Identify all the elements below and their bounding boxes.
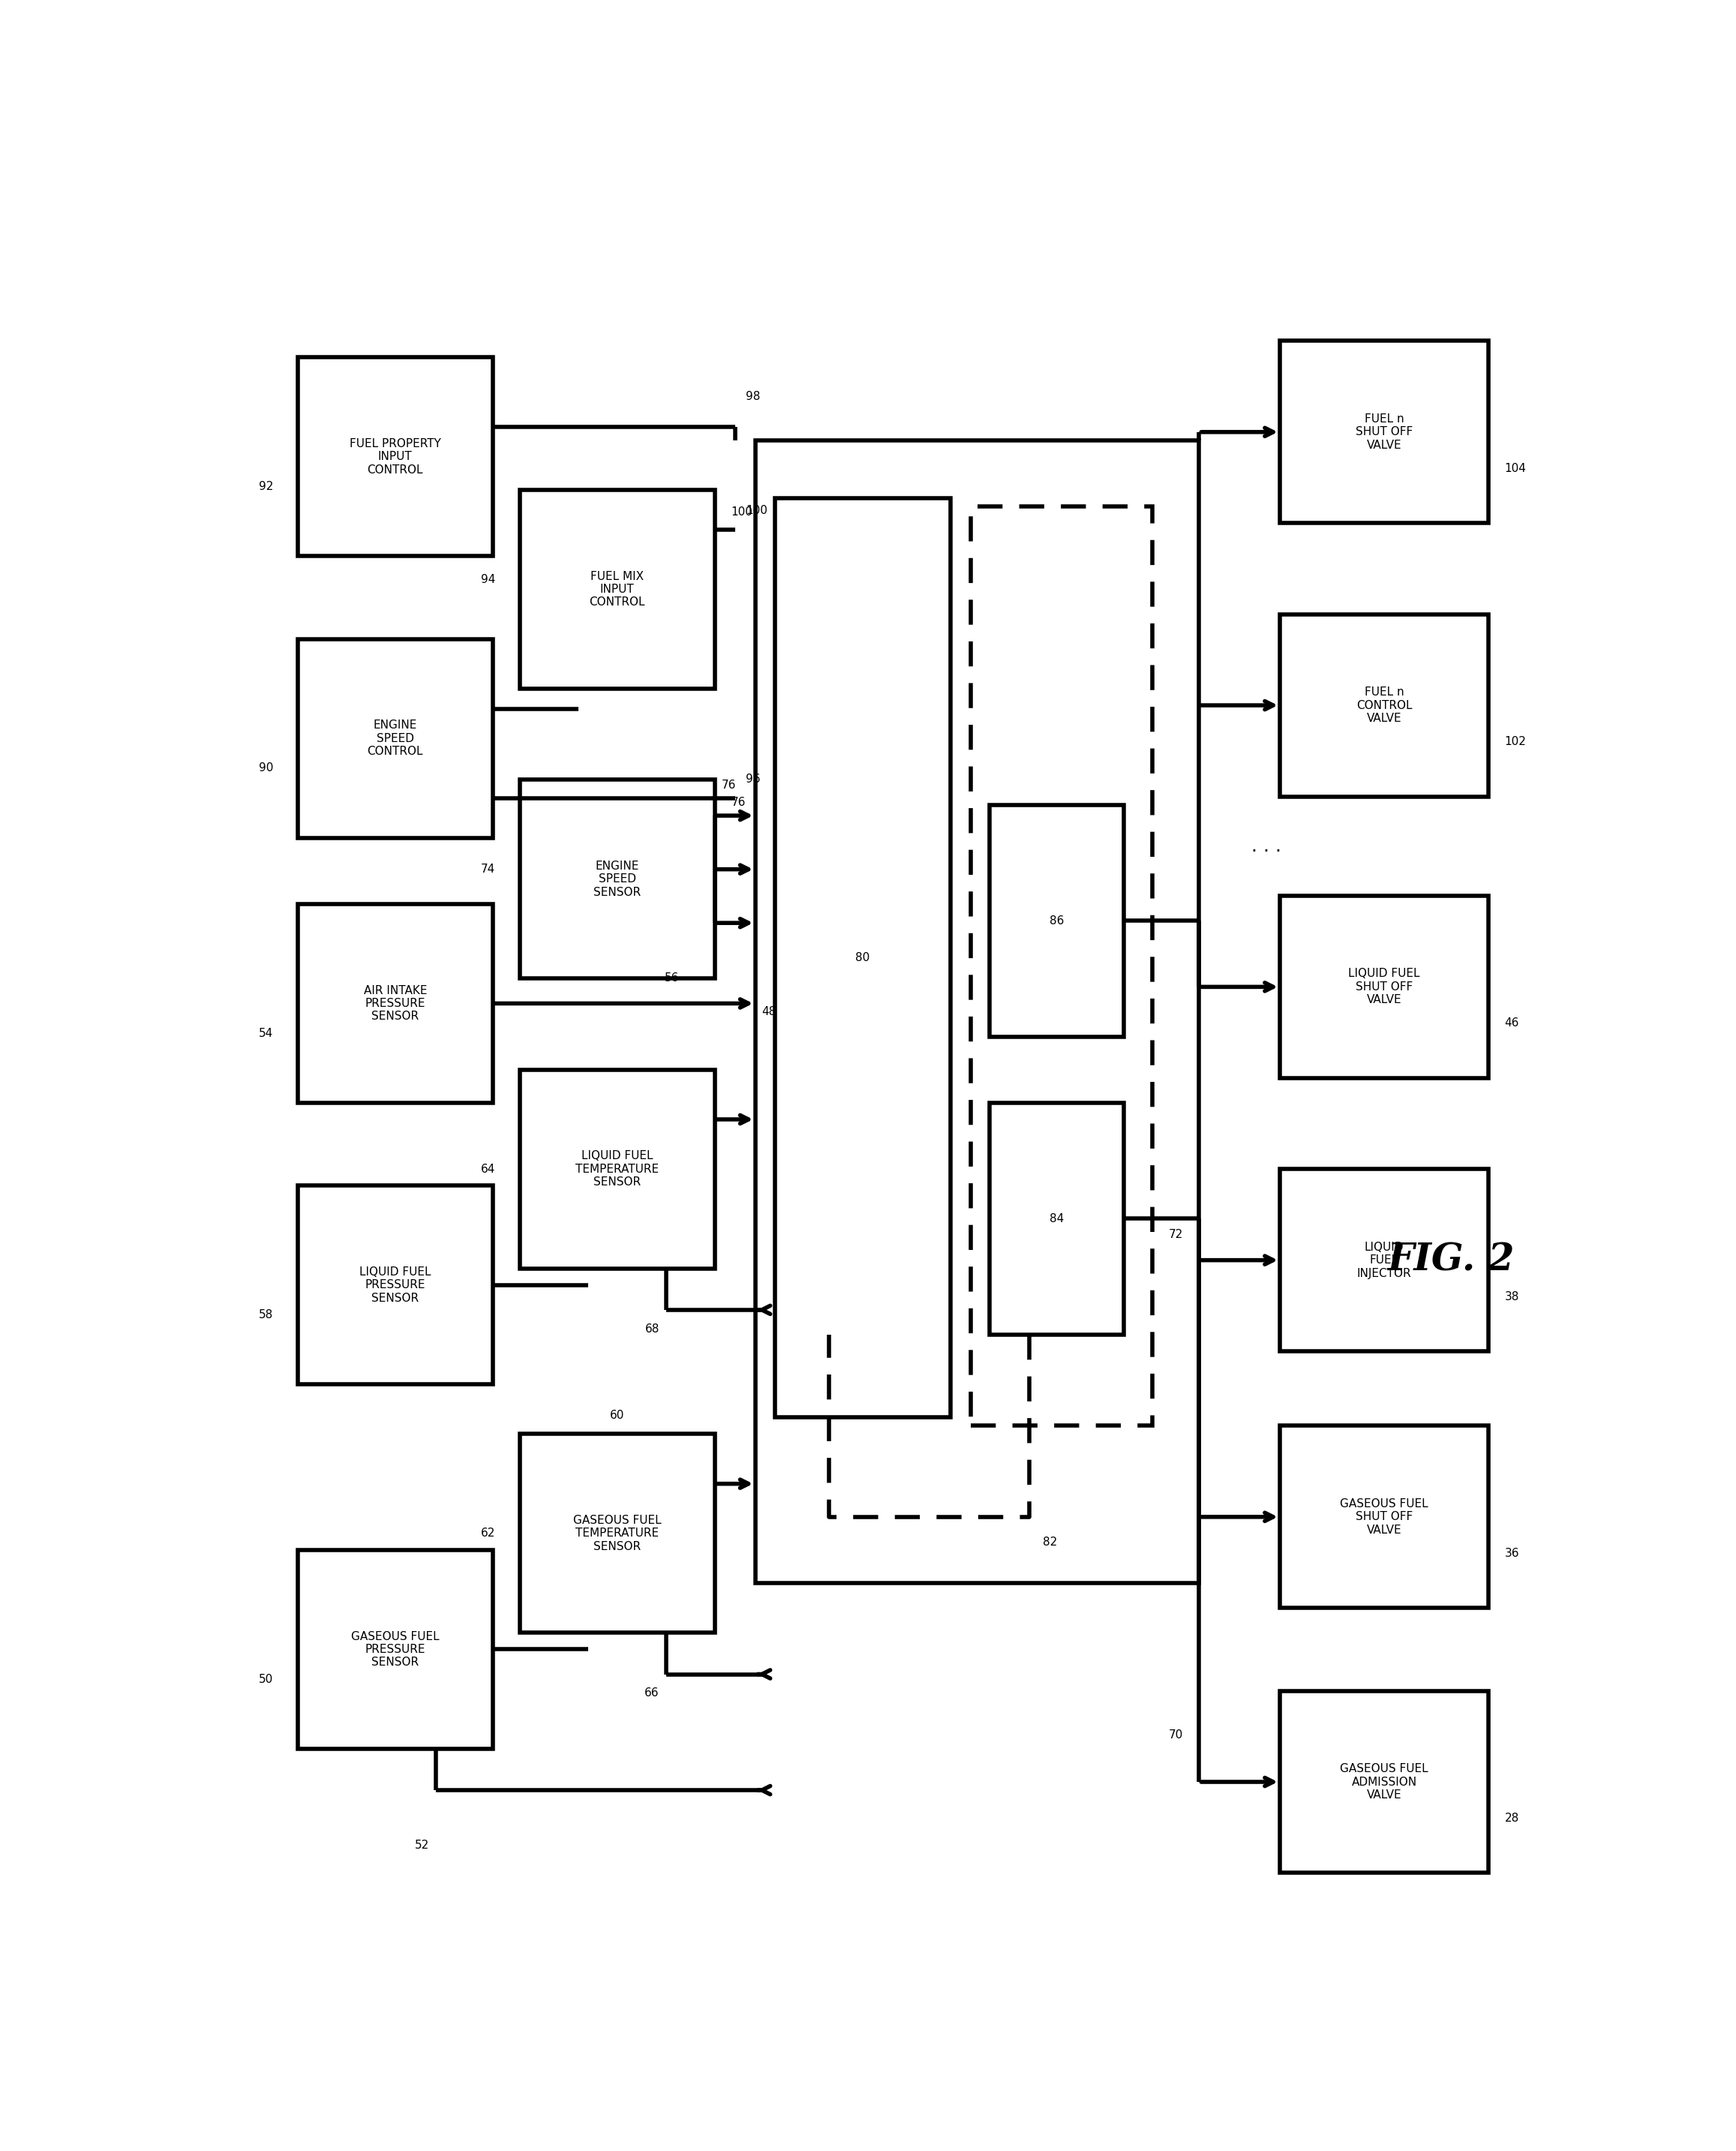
- Text: 104: 104: [1505, 462, 1526, 473]
- Bar: [1279, 1168, 1488, 1351]
- Text: AIR INTAKE
PRESSURE
SENSOR: AIR INTAKE PRESSURE SENSOR: [363, 985, 427, 1022]
- Text: 56: 56: [665, 972, 679, 983]
- Text: 28: 28: [1505, 1813, 1519, 1824]
- Text: LIQUID FUEL
PRESSURE
SENSOR: LIQUID FUEL PRESSURE SENSOR: [359, 1267, 431, 1304]
- Text: 64: 64: [481, 1164, 495, 1174]
- Text: 100: 100: [731, 508, 753, 518]
- Text: 76: 76: [722, 779, 736, 792]
- Text: 38: 38: [1505, 1291, 1519, 1301]
- Text: 102: 102: [1505, 736, 1526, 746]
- Text: 72: 72: [1168, 1228, 1182, 1241]
- Bar: [990, 804, 1123, 1037]
- Text: 100: 100: [746, 505, 767, 516]
- Text: 62: 62: [481, 1527, 495, 1540]
- Text: 84: 84: [1049, 1213, 1064, 1224]
- Text: 70: 70: [1168, 1729, 1182, 1740]
- Text: FUEL PROPERTY
INPUT
CONTROL: FUEL PROPERTY INPUT CONTROL: [349, 439, 441, 475]
- Bar: [755, 441, 1200, 1583]
- Text: GASEOUS FUEL
TEMPERATURE
SENSOR: GASEOUS FUEL TEMPERATURE SENSOR: [573, 1514, 661, 1553]
- Text: . . .: . . .: [1252, 837, 1281, 856]
- Bar: [1279, 615, 1488, 796]
- Text: 92: 92: [259, 482, 274, 493]
- Bar: [299, 1185, 493, 1385]
- Bar: [1279, 340, 1488, 523]
- Bar: [519, 1435, 715, 1633]
- Text: 76: 76: [731, 796, 745, 807]
- Bar: [299, 639, 493, 839]
- Bar: [1279, 1691, 1488, 1874]
- Text: FIG. 2: FIG. 2: [1387, 1241, 1514, 1278]
- Text: FUEL MIX
INPUT
CONTROL: FUEL MIX INPUT CONTROL: [589, 570, 646, 609]
- Text: 80: 80: [856, 953, 870, 964]
- Bar: [299, 357, 493, 557]
- Text: 90: 90: [259, 764, 274, 774]
- Text: 60: 60: [609, 1409, 625, 1422]
- Bar: [1279, 895, 1488, 1078]
- Text: ENGINE
SPEED
SENSOR: ENGINE SPEED SENSOR: [594, 860, 641, 897]
- Text: 82: 82: [1043, 1536, 1057, 1549]
- Text: 94: 94: [481, 574, 495, 585]
- Bar: [519, 781, 715, 979]
- Text: 50: 50: [259, 1673, 274, 1684]
- Text: LIQUID FUEL
SHUT OFF
VALVE: LIQUID FUEL SHUT OFF VALVE: [1349, 968, 1420, 1005]
- Text: LIQUID FUEL
TEMPERATURE
SENSOR: LIQUID FUEL TEMPERATURE SENSOR: [576, 1151, 660, 1187]
- Bar: [519, 1069, 715, 1269]
- Text: FUEL n
CONTROL
VALVE: FUEL n CONTROL VALVE: [1356, 686, 1411, 725]
- Text: 68: 68: [644, 1323, 660, 1334]
- Text: FUEL n
SHUT OFF
VALVE: FUEL n SHUT OFF VALVE: [1356, 413, 1413, 452]
- Bar: [299, 903, 493, 1103]
- Text: 86: 86: [1049, 914, 1064, 927]
- Text: 36: 36: [1505, 1549, 1519, 1559]
- Bar: [299, 1551, 493, 1749]
- Bar: [1279, 1426, 1488, 1609]
- Text: 46: 46: [1505, 1017, 1519, 1028]
- Text: GASEOUS FUEL
SHUT OFF
VALVE: GASEOUS FUEL SHUT OFF VALVE: [1340, 1499, 1429, 1536]
- Bar: [519, 490, 715, 688]
- Text: 74: 74: [481, 865, 495, 875]
- Text: LIQUID
FUEL
INJECTOR: LIQUID FUEL INJECTOR: [1358, 1241, 1411, 1280]
- Text: GASEOUS FUEL
ADMISSION
VALVE: GASEOUS FUEL ADMISSION VALVE: [1340, 1764, 1429, 1800]
- Text: 66: 66: [644, 1689, 660, 1699]
- Text: 98: 98: [746, 391, 760, 402]
- Text: ENGINE
SPEED
CONTROL: ENGINE SPEED CONTROL: [368, 721, 424, 757]
- Text: 96: 96: [746, 774, 760, 785]
- Text: GASEOUS FUEL
PRESSURE
SENSOR: GASEOUS FUEL PRESSURE SENSOR: [351, 1630, 439, 1667]
- Text: 48: 48: [762, 1007, 776, 1017]
- Bar: [990, 1103, 1123, 1334]
- Text: 52: 52: [415, 1839, 429, 1852]
- Text: 58: 58: [259, 1310, 274, 1321]
- Bar: [776, 499, 950, 1418]
- Text: 54: 54: [259, 1028, 274, 1039]
- Bar: [970, 505, 1153, 1426]
